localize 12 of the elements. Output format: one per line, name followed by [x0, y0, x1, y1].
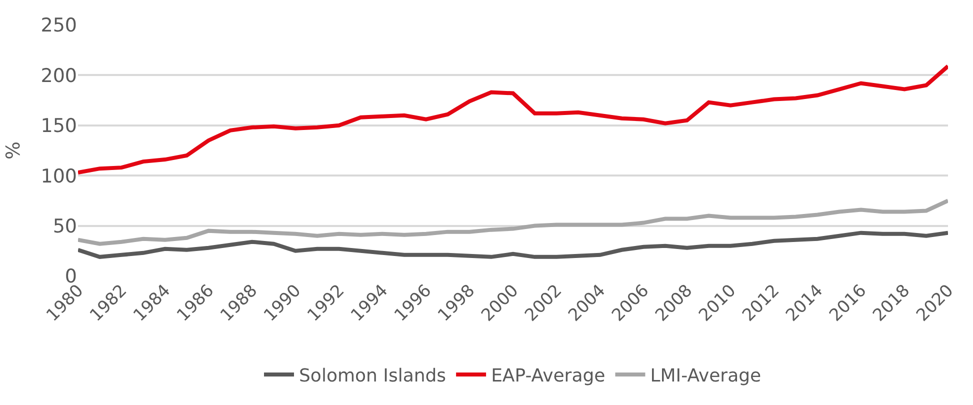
y-axis-title: %	[2, 141, 25, 160]
y-tick-label: 100	[40, 165, 77, 188]
y-tick-label: 50	[52, 215, 77, 238]
y-tick-label: 250	[40, 14, 77, 37]
y-tick-label: 200	[40, 64, 77, 87]
line-series	[78, 230, 948, 259]
legend-label: LMI-Average	[650, 366, 762, 387]
legend-label: Solomon Islands	[299, 366, 446, 387]
legend-label: EAP-Average	[491, 366, 606, 387]
y-tick-label: 150	[40, 115, 77, 138]
line-series	[78, 64, 948, 175]
line-series	[78, 198, 948, 246]
